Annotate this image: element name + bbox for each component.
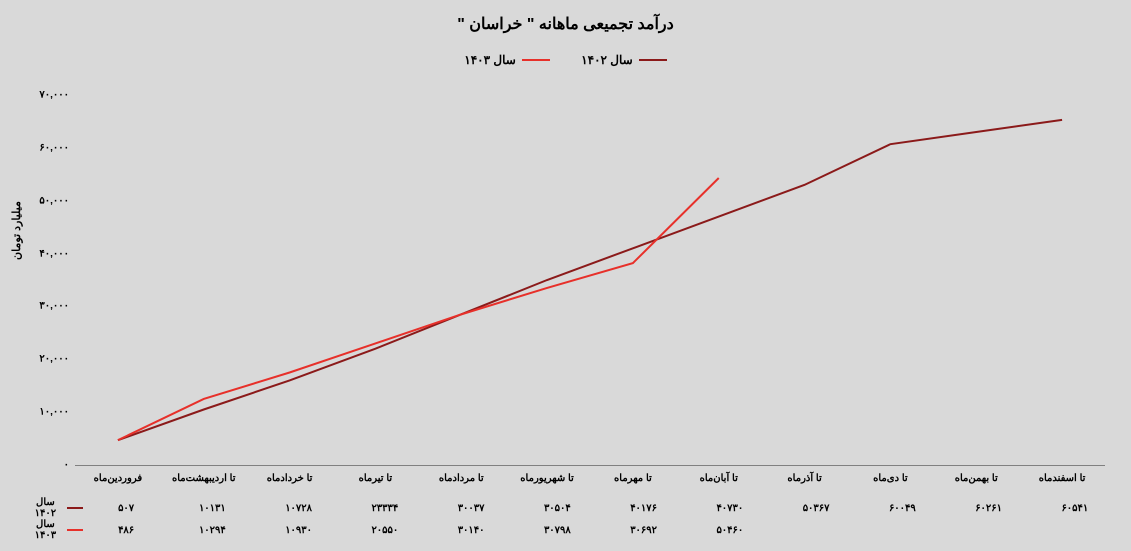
table-cell: ۶۰۲۶۱ xyxy=(946,503,1032,514)
x-tick-label: تا دی‌ماه xyxy=(873,473,908,484)
y-tick-label: ۴۰,۰۰۰ xyxy=(39,248,69,259)
table-cell: ۵۰۳۶۷ xyxy=(773,503,859,514)
table-cell: ۴۰۱۷۶ xyxy=(601,503,687,514)
x-tick-label: تا خردادماه xyxy=(267,473,313,484)
legend-line-1403 xyxy=(522,59,550,61)
table-cell: ۶۰۵۴۱ xyxy=(1032,503,1118,514)
chart-lines xyxy=(75,95,1105,465)
x-tick-label: تا اردیبهشت‌ماه xyxy=(172,473,235,484)
x-tick-label: تا تیرماه xyxy=(359,473,393,484)
data-table: سال ۱۴۰۲ ۵۰۷۱۰۱۳۱۱۰۷۲۸۲۳۳۳۴۳۰۰۳۷۳۰۵۰۴۴۰۱۷… xyxy=(28,497,1118,541)
x-tick-label: فروردین‌ماه xyxy=(94,473,142,484)
legend-item-1402: سال ۱۴۰۲ xyxy=(581,53,667,67)
table-row: سال ۱۴۰۲ ۵۰۷۱۰۱۳۱۱۰۷۲۸۲۳۳۳۴۳۰۰۳۷۳۰۵۰۴۴۰۱۷… xyxy=(28,497,1118,519)
x-tick-label: تا مهرماه xyxy=(614,473,652,484)
x-tick-label: تا آذرماه xyxy=(787,473,821,484)
plot-area xyxy=(75,95,1105,465)
x-tick-label: تا آبان‌ماه xyxy=(700,473,738,484)
y-axis-label: میلیارد تومان xyxy=(10,201,23,260)
row-header: سال ۱۴۰۲ xyxy=(28,497,83,519)
legend: سال ۱۴۰۲ سال ۱۴۰۳ xyxy=(0,50,1131,67)
y-tick-label: ۰ xyxy=(64,460,69,471)
y-tick-label: ۲۰,۰۰۰ xyxy=(39,354,69,365)
table-cell: ۳۰۰۳۷ xyxy=(428,503,514,514)
y-tick-label: ۳۰,۰۰۰ xyxy=(39,301,69,312)
row-line-icon xyxy=(67,507,83,509)
x-tick-label: تا مردادماه xyxy=(439,473,484,484)
table-cell: ۱۰۹۳۰ xyxy=(256,525,342,536)
series-line xyxy=(118,178,719,440)
legend-item-1403: سال ۱۴۰۳ xyxy=(464,53,550,67)
table-cell: ۴۸۶ xyxy=(83,525,169,536)
chart-title: درآمد تجمیعی ماهانه " خراسان " xyxy=(0,0,1131,34)
table-cell: ۳۰۱۴۰ xyxy=(428,525,514,536)
chart-container: درآمد تجمیعی ماهانه " خراسان " سال ۱۴۰۲ … xyxy=(0,0,1131,551)
y-tick-label: ۵۰,۰۰۰ xyxy=(39,195,69,206)
x-tick-label: تا اسفندماه xyxy=(1039,473,1086,484)
x-tick-label: تا شهریورماه xyxy=(520,473,574,484)
table-cell: ۳۰۶۹۲ xyxy=(601,525,687,536)
table-cell: ۲۳۳۳۴ xyxy=(342,503,428,514)
table-cell: ۲۰۵۵۰ xyxy=(342,525,428,536)
x-tick-label: تا بهمن‌ماه xyxy=(955,473,998,484)
table-cell: ۵۰۷ xyxy=(83,503,169,514)
y-tick-label: ۷۰,۰۰۰ xyxy=(39,90,69,101)
table-cell: ۴۰۷۳۰ xyxy=(687,503,773,514)
table-cell: ۱۰۷۲۸ xyxy=(256,503,342,514)
table-cell: ۱۰۱۳۱ xyxy=(169,503,255,514)
table-cell: ۵۰۴۶۰ xyxy=(687,525,773,536)
y-tick-label: ۱۰,۰۰۰ xyxy=(39,407,69,418)
row-header-label: سال ۱۴۰۲ xyxy=(28,497,63,519)
row-header-label: سال ۱۴۰۳ xyxy=(28,519,63,541)
legend-line-1402 xyxy=(639,59,667,61)
legend-label-1402: سال ۱۴۰۲ xyxy=(581,53,633,67)
table-row: سال ۱۴۰۳ ۴۸۶۱۰۲۹۴۱۰۹۳۰۲۰۵۵۰۳۰۱۴۰۳۰۷۹۸۳۰۶۹… xyxy=(28,519,1118,541)
x-axis-line xyxy=(75,465,1105,466)
row-line-icon xyxy=(67,529,83,531)
series-line xyxy=(118,120,1062,440)
table-cell: ۳۰۷۹۸ xyxy=(514,525,600,536)
table-cell: ۳۰۵۰۴ xyxy=(514,503,600,514)
table-cell: ۶۰۰۴۹ xyxy=(859,503,945,514)
y-tick-label: ۶۰,۰۰۰ xyxy=(39,142,69,153)
legend-label-1403: سال ۱۴۰۳ xyxy=(464,53,516,67)
row-header: سال ۱۴۰۳ xyxy=(28,519,83,541)
table-cell: ۱۰۲۹۴ xyxy=(169,525,255,536)
